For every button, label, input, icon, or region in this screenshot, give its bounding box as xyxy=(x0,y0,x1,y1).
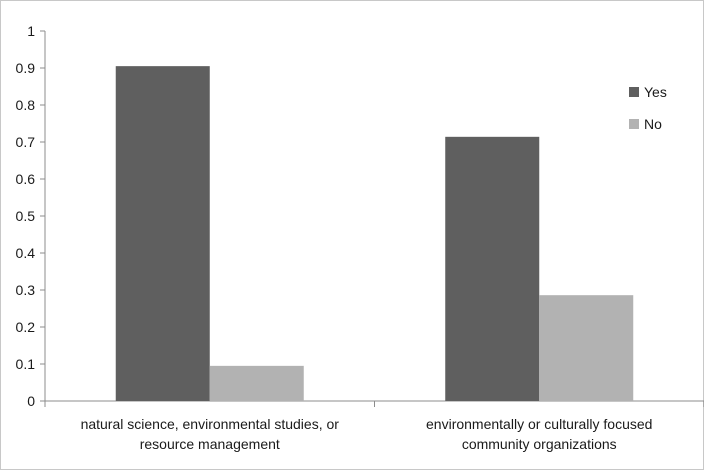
y-tick-label: 1 xyxy=(27,23,35,39)
legend-label-no: No xyxy=(644,116,662,132)
y-tick-label: 0.6 xyxy=(16,171,36,187)
x-category-label: resource management xyxy=(140,436,280,452)
y-tick-label: 0 xyxy=(27,393,35,409)
bar-no-1 xyxy=(209,365,304,401)
legend-swatch-yes xyxy=(629,87,639,97)
y-tick-label: 0.3 xyxy=(16,282,36,298)
y-tick-label: 0.4 xyxy=(16,245,36,261)
x-category-label: natural science, environmental studies, … xyxy=(81,416,340,432)
bar-no-2 xyxy=(539,295,634,401)
y-tick-label: 0.7 xyxy=(16,134,36,150)
y-tick-label: 0.8 xyxy=(16,97,36,113)
legend-label-yes: Yes xyxy=(644,84,667,100)
bar-yes-2 xyxy=(445,136,540,401)
y-tick-label: 0.1 xyxy=(16,356,36,372)
y-tick-label: 0.5 xyxy=(16,208,36,224)
y-tick-label: 0.9 xyxy=(16,60,36,76)
y-tick-label: 0.2 xyxy=(16,319,36,335)
bar-yes-1 xyxy=(115,66,210,402)
legend-swatch-no xyxy=(629,119,639,129)
x-category-label: environmentally or culturally focused xyxy=(426,416,652,432)
x-category-label: community organizations xyxy=(462,436,617,452)
